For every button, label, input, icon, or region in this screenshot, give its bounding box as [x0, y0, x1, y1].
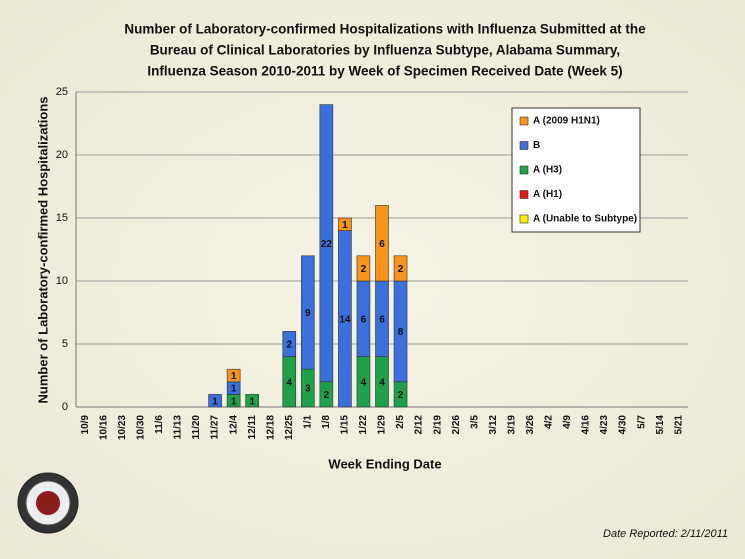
data-label: 4 [286, 377, 292, 388]
x-tick-label: 11/20 [191, 415, 202, 440]
x-tick-label: 2/19 [432, 415, 443, 435]
y-tick-label: 0 [62, 401, 68, 413]
bar-segment [226, 368, 241, 383]
data-label: 22 [321, 239, 333, 250]
data-label: 3 [305, 384, 311, 395]
data-label: 1 [249, 396, 255, 407]
x-tick-label: 3/5 [469, 415, 480, 429]
legend-swatch [519, 190, 529, 199]
data-label: 1 [342, 220, 348, 231]
x-tick-label: 5/14 [655, 415, 666, 435]
data-label: 8 [398, 327, 404, 338]
y-tick-label: 5 [62, 338, 68, 350]
x-tick-label: 12/25 [284, 415, 295, 440]
x-tick-label: 3/12 [488, 415, 499, 435]
x-tick-label: 2/26 [451, 415, 462, 435]
bar-segment [356, 255, 371, 282]
legend-label: A (2009 H1N1) [533, 116, 600, 127]
seal [17, 472, 79, 534]
x-tick-label: 10/9 [80, 415, 91, 435]
y-axis-label: Number of Laboratory-confirmed Hospitali… [35, 97, 50, 404]
bar-segment [282, 331, 297, 357]
x-tick-label: 4/30 [618, 415, 629, 435]
bar-segment [208, 394, 222, 408]
x-tick-label: 3/19 [506, 415, 517, 435]
x-tick-label: 5/7 [636, 415, 647, 429]
x-tick-label: 10/30 [136, 415, 147, 440]
legend-swatch [519, 165, 529, 175]
x-tick-label: 5/21 [673, 415, 684, 435]
x-tick-label: 4/2 [544, 415, 555, 429]
x-tick-label: 11/6 [154, 415, 165, 434]
data-label: 4 [361, 377, 367, 388]
bar-segment [393, 255, 408, 282]
x-tick-label: 12/11 [247, 415, 258, 440]
y-tick-label: 15 [56, 212, 68, 224]
x-tick-label: 2/12 [414, 415, 425, 435]
data-label: 1 [231, 396, 237, 407]
legend-label: A (H3) [533, 165, 562, 176]
y-tick-label: 10 [56, 275, 68, 287]
legend-swatch [519, 141, 529, 150]
data-label: 6 [379, 314, 385, 325]
data-label: 2 [286, 340, 292, 351]
data-label: 2 [398, 264, 404, 275]
x-tick-label: 4/16 [581, 415, 592, 435]
x-tick-label: 10/23 [117, 415, 128, 440]
x-tick-label: 1/8 [321, 415, 332, 429]
bar-segment [375, 205, 389, 282]
legend-label: A (H1) [533, 189, 562, 200]
bar-segment [319, 104, 334, 383]
x-tick-label: 1/15 [340, 415, 351, 435]
data-label: 2 [398, 390, 404, 401]
x-tick-label: 2/5 [395, 415, 406, 429]
x-tick-label: 4/9 [562, 415, 573, 429]
y-tick-label: 20 [56, 149, 68, 161]
x-tick-label: 11/27 [210, 415, 221, 440]
legend-swatch [519, 116, 529, 126]
data-label: 6 [361, 314, 367, 325]
data-label: 9 [305, 308, 311, 319]
data-label: 2 [324, 390, 330, 401]
chart-title: Number of Laboratory-confirmed Hospitali… [124, 22, 646, 37]
x-tick-label: 11/13 [173, 415, 184, 440]
legend-label: A (Unable to Subtype) [533, 214, 637, 225]
chart-title: Bureau of Clinical Laboratories by Influ… [150, 43, 620, 58]
x-tick-label: 4/23 [599, 415, 610, 435]
bar-segment [338, 217, 352, 231]
x-tick-label: 1/1 [302, 415, 313, 429]
x-tick-label: 3/26 [525, 415, 536, 435]
y-tick-label: 25 [56, 86, 68, 98]
chart-title: Influenza Season 2010-2011 by Week of Sp… [147, 64, 622, 79]
data-label: 6 [379, 239, 385, 250]
legend-swatch [519, 214, 529, 224]
data-label: 1 [212, 396, 218, 407]
legend-box [511, 107, 641, 233]
x-tick-label: 10/16 [98, 415, 109, 440]
legend-label: B [533, 140, 540, 151]
x-tick-label: 12/4 [228, 415, 239, 435]
data-label: 2 [361, 264, 367, 275]
x-axis-label: Week Ending Date [328, 456, 441, 471]
x-tick-label: 12/18 [265, 415, 276, 440]
x-tick-label: 1/29 [377, 415, 388, 435]
x-tick-label: 1/22 [358, 415, 369, 435]
bar-segment [245, 394, 259, 408]
data-label: 4 [379, 377, 385, 388]
data-label: 1 [231, 384, 237, 395]
data-label: 14 [339, 314, 351, 325]
data-label: 1 [231, 371, 237, 382]
footnote: Date Reported: 2/11/2011 [603, 528, 728, 540]
bar-segment [301, 255, 315, 370]
